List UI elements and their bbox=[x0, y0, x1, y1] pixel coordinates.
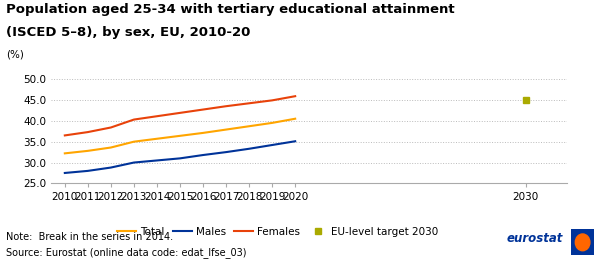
Text: Source: Eurostat (online data code: edat_lfse_03): Source: Eurostat (online data code: edat… bbox=[6, 248, 247, 259]
Text: eurostat: eurostat bbox=[507, 232, 563, 245]
Legend: Total, Males, Females, EU-level target 2030: Total, Males, Females, EU-level target 2… bbox=[113, 222, 443, 241]
Text: (ISCED 5–8), by sex, EU, 2010-20: (ISCED 5–8), by sex, EU, 2010-20 bbox=[6, 26, 250, 39]
Text: (%): (%) bbox=[6, 50, 24, 60]
Text: Note:  Break in the series in 2014.: Note: Break in the series in 2014. bbox=[6, 232, 173, 242]
Text: Population aged 25-34 with tertiary educational attainment: Population aged 25-34 with tertiary educ… bbox=[6, 3, 455, 16]
Circle shape bbox=[575, 234, 590, 251]
